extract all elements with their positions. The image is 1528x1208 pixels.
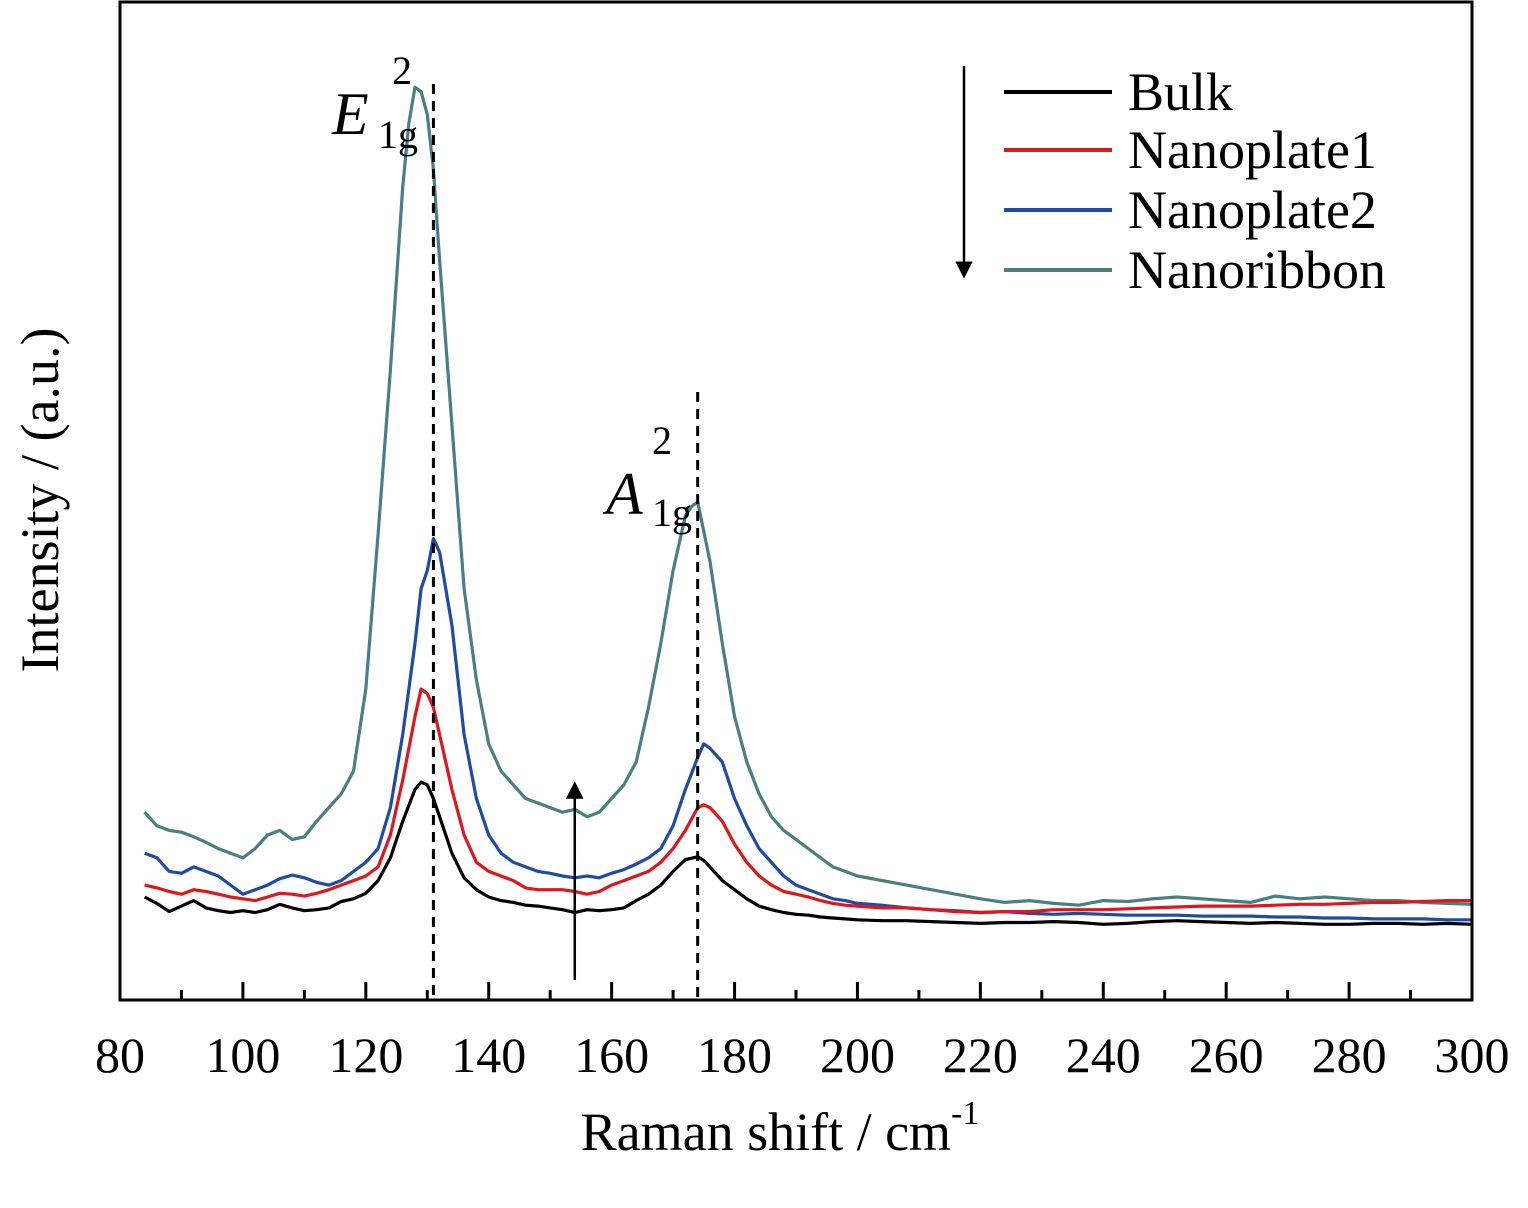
x-tick-label: 100 [205,1027,280,1083]
x-axis-title-superscript: -1 [951,1095,979,1132]
x-tick-label: 200 [820,1027,895,1083]
legend-entry-bulk: Bulk [1004,62,1233,122]
peak-label-superscript: 2 [392,48,412,93]
x-axis-title-main: Raman shift / cm [581,1102,951,1162]
series-line-nanoribbon [143,85,1473,907]
x-tick-label: 260 [1189,1027,1264,1083]
x-tick-label: 240 [1066,1027,1141,1083]
series-line-nanoplate1 [144,687,1472,915]
legend-label: Nanoplate1 [1128,120,1377,180]
legend-entry-nanoribbon: Nanoribbon [1004,240,1386,300]
legend-entry-nanoplate1: Nanoplate1 [1004,120,1377,180]
axes-layer: 80 100 120 140 160 180 200 220 240 260 280 300 [95,0,1510,1083]
peak-label-main: A [602,461,643,527]
x-tick-label: 180 [697,1027,772,1083]
legend-entry-nanoplate2: Nanoplate2 [1004,180,1377,240]
x-tick-label: 160 [574,1027,649,1083]
x-tick-label: 80 [95,1027,145,1083]
x-tick-label: 120 [328,1027,403,1083]
series-line-nanoplate2 [144,537,1472,922]
x-tick-label: 140 [451,1027,526,1083]
peak-label-subscript: 1g [652,490,692,535]
peak-label-superscript: 2 [652,418,672,463]
peak-label-main: E [331,81,369,147]
x-tick-label: 280 [1312,1027,1387,1083]
x-tick-label: 300 [1435,1027,1510,1083]
plot-layer [143,85,1473,926]
y-axis-title: Intensity / (a.u.) [10,328,70,673]
x-axis-title: Raman shift / cm-1 [581,1095,980,1162]
x-tick-label: 220 [943,1027,1018,1083]
legend-label: Nanoribbon [1128,240,1386,300]
series-line-bulk [143,780,1473,926]
legend-label: Nanoplate2 [1128,180,1377,240]
peak-label-subscript: 1g [378,112,418,157]
legend-label: Bulk [1128,62,1233,122]
